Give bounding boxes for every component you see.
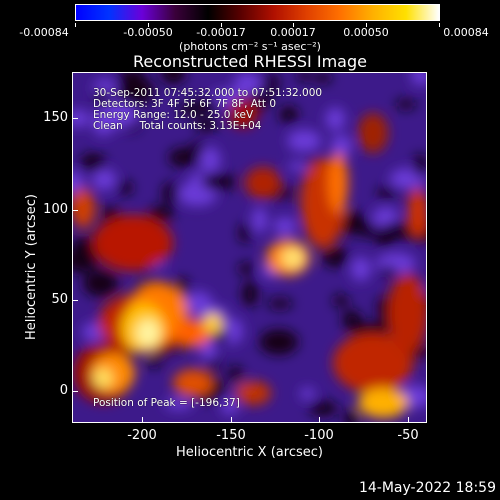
detectors-label: Detectors: 3F 4F 5F 6F 7F 8F, Att 0	[93, 98, 277, 110]
energy-range-label: Energy Range: 12.0 - 25.0 keV	[93, 109, 254, 121]
colorbar-tick	[366, 23, 367, 27]
rhessi-image-plot	[72, 72, 427, 423]
colorbar-tick-label: 0.00017	[270, 26, 316, 39]
y-tick	[72, 210, 78, 211]
x-tick-label: -100	[304, 428, 334, 443]
x-tick	[319, 417, 320, 423]
time-range-label: 30-Sep-2011 07:45:32.000 to 07:51:32.000	[93, 87, 323, 99]
colorbar-tick-label: -0.00050	[123, 26, 173, 39]
y-tick	[72, 118, 78, 119]
x-axis-label: Heliocentric X (arcsec)	[176, 445, 323, 460]
counts-label: Clean Total counts: 3.13E+04	[93, 120, 262, 132]
x-tick	[231, 417, 232, 423]
y-tick	[72, 300, 78, 301]
y-tick-label: 150	[43, 110, 68, 125]
image-emission-blobs	[73, 73, 426, 422]
colorbar-tick	[148, 23, 149, 27]
image-title: Reconstructed RHESSI Image	[133, 52, 367, 71]
timestamp-footer: 14-May-2022 18:59	[358, 480, 496, 496]
y-tick-label: 50	[51, 292, 68, 307]
colorbar-tick-label: 0.00050	[343, 26, 389, 39]
x-tick-label: -200	[127, 428, 157, 443]
colorbar-tick	[75, 23, 76, 27]
peak-position-label: Position of Peak = [-196,37]	[93, 397, 240, 409]
x-tick	[142, 417, 143, 423]
x-tick-label: -50	[397, 428, 419, 443]
rhessi-image	[73, 73, 426, 422]
x-tick-label: -150	[216, 428, 246, 443]
colorbar-tick	[293, 23, 294, 27]
colorbar-tick-label: -0.00017	[196, 26, 246, 39]
y-tick-label: 100	[43, 202, 68, 217]
colorbar	[75, 4, 440, 21]
colorbar-tick	[221, 23, 222, 27]
y-tick	[72, 391, 78, 392]
y-axis-label: Heliocentric Y (arcsec)	[24, 194, 39, 340]
colorbar-tick	[439, 23, 440, 27]
colorbar-tick-label: 0.00084	[443, 26, 489, 39]
y-tick-label: 0	[59, 383, 68, 398]
colorbar-tick-label: -0.00084	[19, 26, 69, 39]
colorbar-units: (photons cm⁻² s⁻¹ asec⁻²)	[179, 40, 321, 53]
x-tick	[408, 417, 409, 423]
